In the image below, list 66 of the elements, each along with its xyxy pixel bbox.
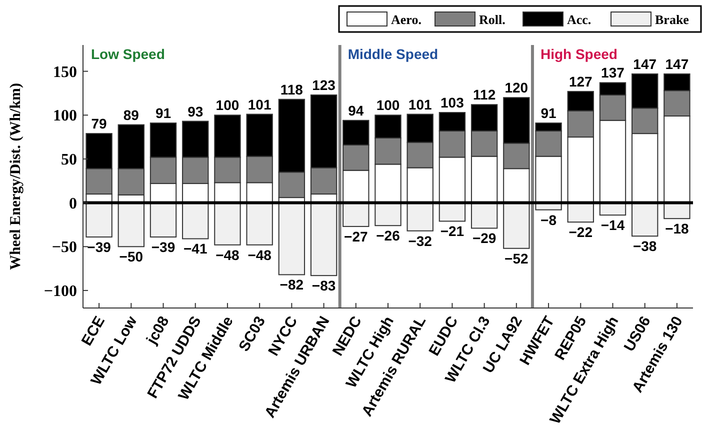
annotation: Low Speed: [91, 46, 165, 62]
bar: [503, 202, 530, 249]
y-tick-label: −100: [44, 283, 77, 300]
data-label: −48: [248, 246, 272, 263]
annotation: Middle Speed: [348, 46, 438, 62]
y-tick-label: 150: [53, 64, 77, 81]
annotation: 137: [601, 64, 625, 81]
data-label: −14: [600, 217, 625, 234]
annotation: 100: [216, 97, 240, 114]
annotation: 89: [123, 106, 140, 123]
data-label: −82: [280, 276, 304, 293]
bar: [278, 202, 306, 276]
annotation: 120: [504, 80, 528, 96]
data-label: −83: [312, 278, 336, 294]
annotation: 93: [188, 103, 204, 120]
legend-label: Brake: [655, 12, 690, 27]
bar: [470, 202, 498, 229]
bar: [406, 202, 434, 232]
data-label: −8: [540, 212, 557, 228]
data-label: −29: [472, 230, 496, 246]
annotation: 123: [312, 76, 336, 93]
annotation: 101: [248, 96, 272, 112]
annotation: 79: [91, 116, 108, 132]
bar: [86, 202, 112, 238]
y-tick-label: 0: [69, 195, 77, 212]
data-label: −22: [568, 224, 593, 240]
data-label: −39: [87, 238, 112, 255]
bar: [310, 202, 338, 276]
annotation: 100: [376, 97, 400, 114]
annotation: 147: [633, 56, 657, 72]
data-label: −39: [151, 238, 176, 255]
data-label: −26: [376, 228, 400, 244]
bar: [246, 202, 273, 246]
annotation: 127: [568, 73, 593, 90]
y-tick-label: −50: [52, 239, 77, 256]
annotation: High Speed: [540, 46, 618, 62]
legend-label: Aero.: [391, 12, 422, 27]
bar: [214, 202, 241, 246]
data-label: −27: [344, 228, 368, 244]
data-label: −18: [665, 220, 690, 237]
annotation: 118: [280, 81, 304, 98]
data-label: −50: [119, 248, 144, 265]
bar: [118, 202, 144, 248]
bar: [632, 202, 658, 237]
legend-label: Acc.: [567, 12, 592, 27]
data-label: −21: [440, 223, 464, 240]
data-label: −38: [632, 238, 657, 254]
annotation: 91: [540, 105, 557, 122]
y-tick-label: 50: [61, 152, 77, 169]
y-tick-label: 100: [53, 108, 77, 125]
bar: [342, 202, 370, 227]
annotation: 94: [348, 102, 364, 118]
data-label: −52: [504, 250, 529, 266]
data-label: −48: [216, 246, 240, 263]
annotation: 147: [665, 56, 689, 72]
legend-label: Roll.: [479, 12, 506, 27]
annotation: 91: [155, 105, 172, 122]
annotation: 103: [440, 94, 464, 111]
annotation: 112: [473, 86, 496, 103]
annotation: 101: [408, 96, 432, 112]
y-axis-title: Wheel Energy/Dist. (Wh/km): [8, 82, 24, 270]
bar: [374, 202, 402, 226]
data-label: −32: [408, 232, 432, 249]
bar: [150, 202, 177, 238]
bar: [182, 202, 209, 240]
data-label: −41: [183, 240, 208, 257]
